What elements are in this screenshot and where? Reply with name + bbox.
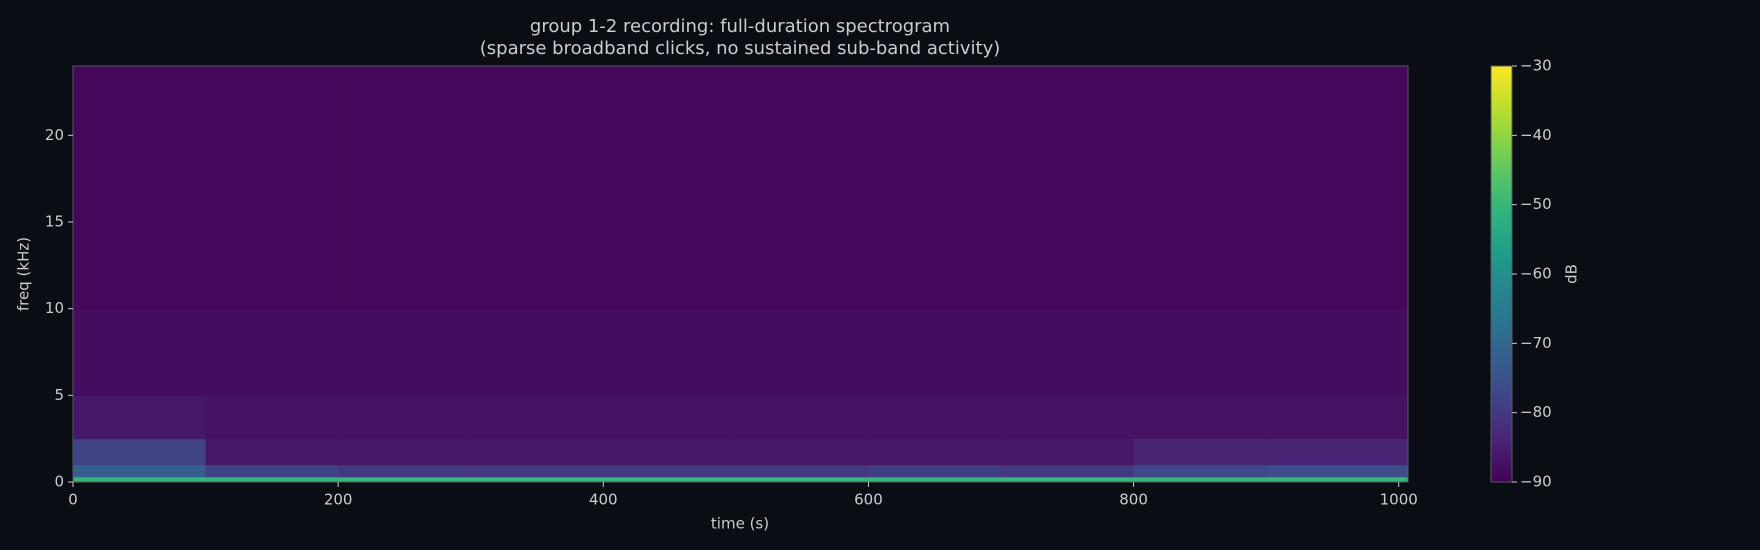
heat-cell [1133, 438, 1267, 466]
x-tick-label: 0 [68, 491, 78, 509]
y-tick-label: 5 [54, 386, 64, 404]
colorbar-tick-label: −60 [1520, 265, 1552, 283]
chart-subtitle: (sparse broadband clicks, no sustained s… [480, 38, 1001, 59]
heat-cell [1266, 308, 1409, 396]
heat-cell [470, 395, 604, 440]
heat-cell [868, 308, 1002, 396]
colorbar-tick-label: −90 [1520, 473, 1552, 491]
heat-cell [1133, 464, 1267, 478]
y-tick-label: 15 [45, 213, 64, 231]
heat-cell [338, 464, 472, 478]
heat-cell [603, 308, 737, 396]
heat-cell [735, 395, 869, 440]
colorbar-tick-label: −30 [1520, 57, 1552, 75]
heat-cell [1266, 476, 1409, 483]
heat-cell [73, 66, 207, 310]
heat-cell [868, 438, 1002, 466]
colorbar-tick-label: −70 [1520, 334, 1552, 352]
heat-cell [73, 395, 207, 440]
heat-cell [338, 476, 472, 483]
heat-cell [1001, 308, 1135, 396]
x-tick-label: 400 [589, 491, 618, 509]
heat-cell [73, 438, 207, 466]
heat-cell [338, 395, 472, 440]
heat-cell [1001, 66, 1135, 310]
heat-cell [1001, 438, 1135, 466]
heat-cell [205, 395, 339, 440]
heat-cell [470, 476, 604, 483]
heat-cell [603, 476, 737, 483]
heat-cell [1133, 476, 1267, 483]
heat-cell [1001, 476, 1135, 483]
heat-cell [470, 438, 604, 466]
heat-cell [603, 438, 737, 466]
y-tick-label: 10 [45, 299, 64, 317]
heat-cell [735, 438, 869, 466]
x-axis-label: time (s) [711, 515, 769, 533]
heat-cell [338, 66, 472, 310]
heat-cell [868, 395, 1002, 440]
heat-cell [1266, 66, 1409, 310]
heat-cell [338, 438, 472, 466]
y-tick-label: 0 [54, 473, 64, 491]
heat-cell [1001, 395, 1135, 440]
x-tick-label: 200 [324, 491, 353, 509]
colorbar-tick-label: −50 [1520, 195, 1552, 213]
heat-cell [73, 308, 207, 396]
heat-cell [1001, 464, 1135, 478]
heat-cell [470, 308, 604, 396]
heat-cell [205, 476, 339, 483]
y-axis-label: freq (kHz) [15, 237, 33, 311]
heat-cell [1133, 66, 1267, 310]
heat-cell [735, 66, 869, 310]
heat-cell [603, 464, 737, 478]
colorbar [1490, 65, 1513, 483]
heat-cell [868, 476, 1002, 483]
heat-cell [470, 66, 604, 310]
heat-cell [1133, 308, 1267, 396]
x-tick-label: 1000 [1380, 491, 1418, 509]
y-tick-label: 20 [45, 126, 64, 144]
heat-cell [205, 464, 339, 478]
heat-cell [735, 308, 869, 396]
colorbar-label: dB [1563, 264, 1581, 284]
x-tick-label: 600 [854, 491, 883, 509]
heat-cell [1266, 464, 1409, 478]
heat-cell [735, 464, 869, 478]
heat-cell [603, 66, 737, 310]
heat-cell [73, 476, 207, 483]
heat-cell [868, 464, 1002, 478]
x-tick-label: 800 [1119, 491, 1148, 509]
heat-cell [338, 308, 472, 396]
heat-cell [470, 464, 604, 478]
heat-cell [735, 476, 869, 483]
colorbar-tick-label: −40 [1520, 126, 1552, 144]
heat-cell [868, 66, 1002, 310]
heat-cell [205, 308, 339, 396]
heat-cell [1266, 395, 1409, 440]
heat-cell [1133, 395, 1267, 440]
colorbar-tick-label: −80 [1520, 403, 1552, 421]
heat-cell [603, 395, 737, 440]
heat-cell [205, 438, 339, 466]
heat-cell [73, 464, 207, 478]
chart-title: group 1-2 recording: full-duration spect… [530, 16, 950, 37]
plot-frame [72, 65, 1409, 483]
heat-cell [1266, 438, 1409, 466]
heat-cell [205, 66, 339, 310]
